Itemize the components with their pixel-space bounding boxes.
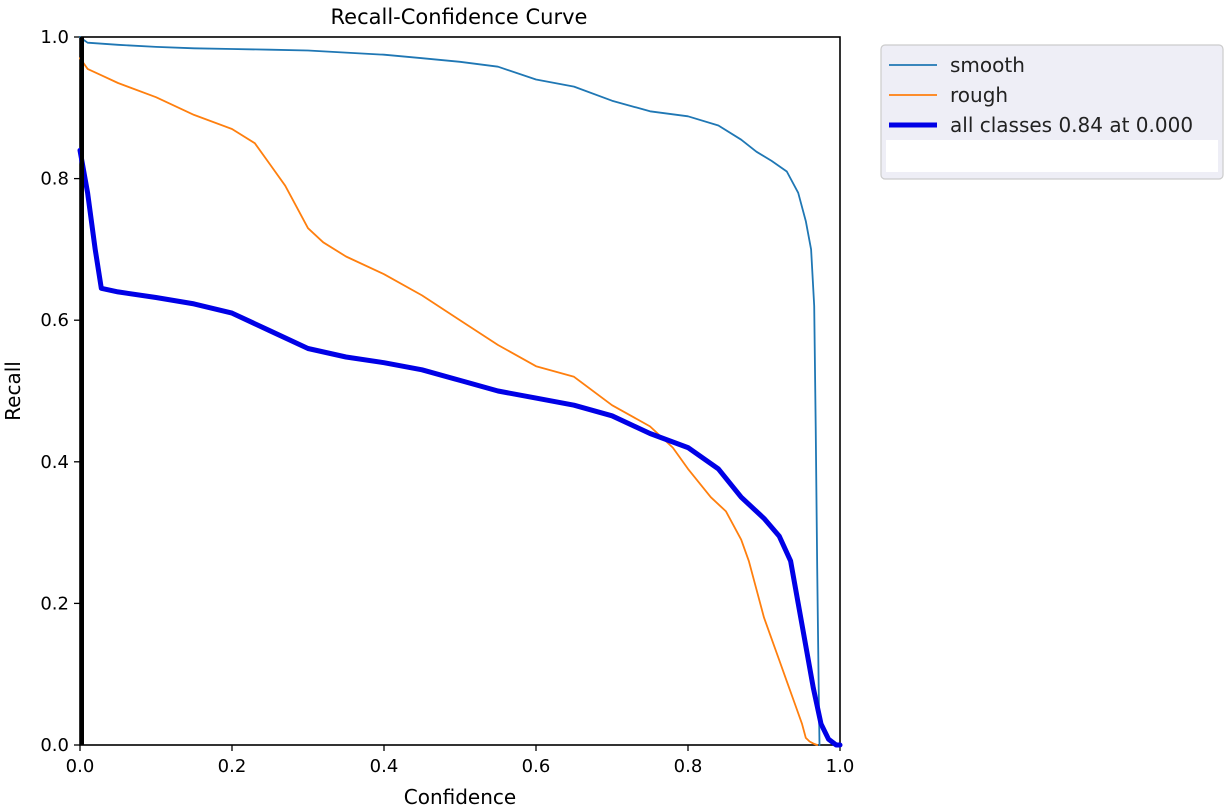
x-tick-label: 0.8 — [674, 756, 703, 777]
y-tick-label: 0.8 — [40, 169, 69, 190]
x-tick-label: 0.2 — [218, 756, 247, 777]
y-axis-label: Recall — [1, 361, 25, 421]
y-tick-label: 0.0 — [40, 735, 69, 756]
series-line-1 — [79, 57, 819, 746]
y-axis-ticks: 0.0 0.2 0.4 0.6 0.8 1.0 — [40, 27, 80, 756]
x-axis-label: Confidence — [404, 785, 516, 808]
x-tick-label: 1.0 — [826, 756, 855, 777]
series-line-2 — [77, 147, 843, 748]
legend-blank-row — [886, 140, 1218, 172]
series-lines — [77, 36, 843, 748]
y-tick-label: 0.2 — [40, 593, 69, 614]
legend-label-2: all classes 0.84 at 0.000 — [950, 113, 1193, 137]
x-tick-label: 0.4 — [370, 756, 399, 777]
legend-label-0: smooth — [950, 53, 1025, 77]
x-tick-label: 0.6 — [522, 756, 551, 777]
legend-label-1: rough — [950, 83, 1008, 107]
y-tick-label: 1.0 — [40, 27, 69, 48]
y-tick-label: 0.6 — [40, 310, 69, 331]
x-tick-label: 0.0 — [66, 756, 95, 777]
series-line-0 — [79, 36, 821, 746]
legend: smooth rough all classes 0.84 at 0.000 — [880, 44, 1224, 180]
chart-title: Recall-Confidence Curve — [331, 5, 588, 29]
x-axis-ticks: 0.0 0.2 0.4 0.6 0.8 1.0 — [66, 745, 855, 777]
plot-frame — [79, 36, 841, 746]
y-tick-label: 0.4 — [40, 452, 69, 473]
